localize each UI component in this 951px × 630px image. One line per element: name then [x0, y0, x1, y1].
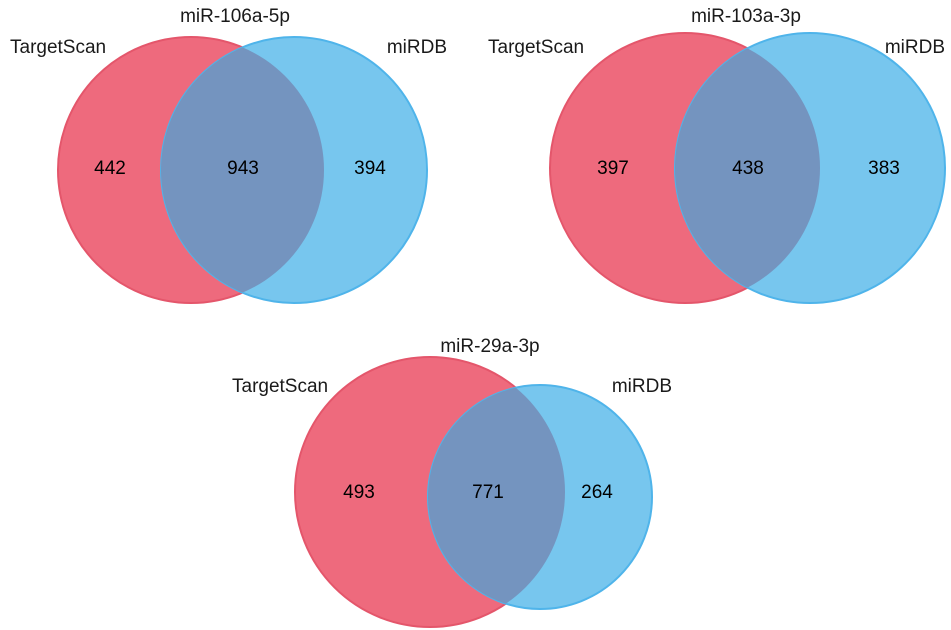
- mirdb-label: miRDB: [612, 376, 672, 397]
- targetscan-label: TargetScan: [488, 37, 584, 58]
- targetscan-label: TargetScan: [232, 376, 328, 397]
- targetscan-label: TargetScan: [10, 37, 106, 58]
- venn-title: miR-103a-3p: [691, 6, 801, 27]
- venn-title: miR-29a-3p: [440, 336, 539, 357]
- mirdb-label: miRDB: [387, 37, 447, 58]
- shared-count: 771: [472, 482, 504, 503]
- venn-title: miR-106a-5p: [180, 6, 290, 27]
- shared-count: 438: [732, 158, 764, 179]
- mirdb-only-count: 264: [581, 482, 613, 503]
- targetscan-only-count: 397: [597, 158, 629, 179]
- overlap-region: [675, 33, 820, 303]
- mirdb-only-count: 383: [868, 158, 900, 179]
- venn-diagram-mir-29a-3p: miR-29a-3p TargetScan miRDB 493 771 264: [232, 336, 672, 628]
- targetscan-only-count: 442: [94, 158, 126, 179]
- overlap-region: [428, 385, 565, 609]
- mirdb-label: miRDB: [885, 37, 945, 58]
- shared-count: 943: [227, 158, 259, 179]
- venn-diagram-mir-106a-5p: miR-106a-5p TargetScan miRDB 442 943 394: [10, 6, 447, 304]
- overlap-region: [161, 37, 324, 303]
- targetscan-only-count: 493: [343, 482, 375, 503]
- venn-diagram-mir-103a-3p: miR-103a-3p TargetScan miRDB 397 438 383: [488, 6, 946, 304]
- mirdb-only-count: 394: [354, 158, 386, 179]
